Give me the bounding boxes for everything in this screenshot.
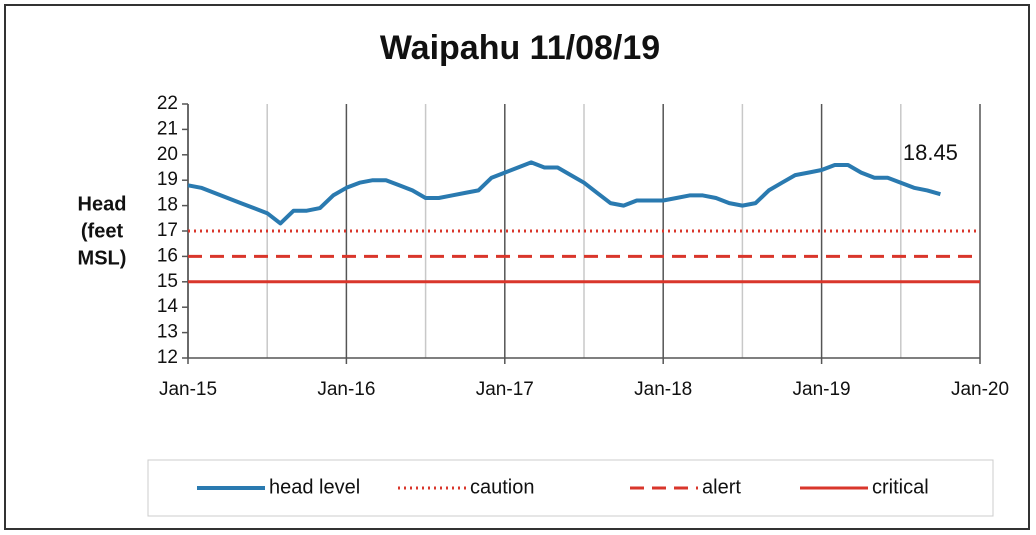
y-tick-label: 15 — [157, 271, 178, 292]
x-tick-label: Jan-17 — [476, 379, 534, 400]
x-tick-label: Jan-16 — [317, 379, 375, 400]
data-line — [187, 160, 941, 226]
legend-label: critical — [872, 476, 929, 498]
y-tick-label: 19 — [157, 169, 178, 190]
legend-box — [147, 459, 994, 517]
y-tick-label: 18 — [157, 195, 178, 216]
y-tick-label: 22 — [157, 93, 178, 114]
y-tick-label: 14 — [157, 296, 179, 317]
y-tick-label: 17 — [157, 220, 178, 241]
y-axis-label: Head — [78, 193, 127, 215]
x-tick-label: Jan-18 — [634, 379, 692, 400]
chart-frame — [4, 4, 1030, 530]
y-tick-label: 21 — [157, 118, 178, 139]
x-tick-label: Jan-15 — [159, 379, 217, 400]
legend-label: head level — [269, 476, 360, 498]
x-tick-label: Jan-19 — [793, 379, 851, 400]
y-tick-label: 12 — [157, 347, 178, 368]
legend-label: alert — [702, 476, 741, 498]
chart-title: Waipahu 11/08/19 — [380, 29, 660, 67]
y-tick-label: 13 — [157, 322, 178, 343]
y-tick-label: 16 — [157, 245, 178, 266]
legend-label: caution — [470, 476, 535, 498]
y-axis-label: (feet — [81, 220, 124, 242]
y-tick-label: 20 — [157, 144, 178, 165]
annotation: 18.45 — [903, 140, 958, 165]
x-tick-label: Jan-20 — [951, 379, 1009, 400]
y-axis-label: MSL) — [78, 247, 127, 269]
